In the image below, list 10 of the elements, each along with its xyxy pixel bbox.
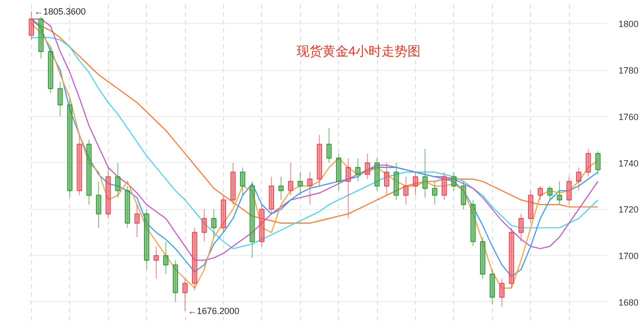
annotation: ←1676.2000 <box>188 306 240 316</box>
y-tick-label: 1700 <box>618 251 639 262</box>
y-tick-label: 1780 <box>618 66 639 76</box>
y-tick-label: 1740 <box>618 158 639 168</box>
y-tick-label: 1680 <box>618 297 639 308</box>
annotation: ←1805.3600 <box>34 6 86 16</box>
y-tick-label: 1800 <box>618 19 639 30</box>
text: 现货黄金4小时走势图 <box>296 44 421 58</box>
y-tick-label: 1760 <box>618 112 639 122</box>
y-tick-label: 1720 <box>618 204 639 215</box>
